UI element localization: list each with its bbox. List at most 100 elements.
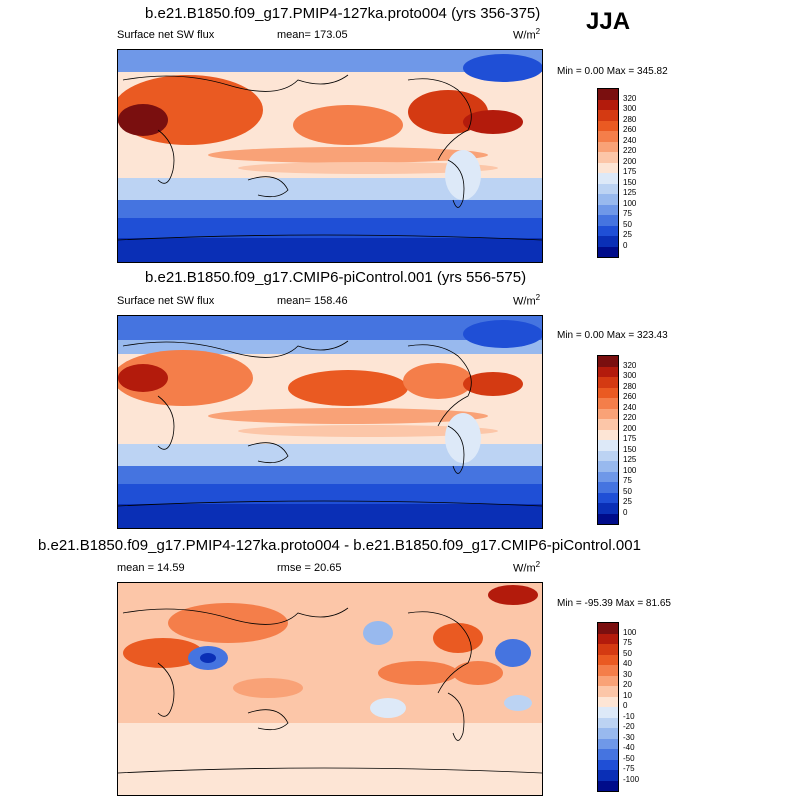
colorbar-swatch xyxy=(598,482,618,493)
colorbar-tick-label: -30 xyxy=(623,732,635,742)
north-america-positive xyxy=(433,623,483,653)
colorbar-swatch xyxy=(598,225,618,236)
colorbar-swatch xyxy=(598,623,618,634)
north-atlantic-negative xyxy=(495,639,531,667)
colorbar-swatch xyxy=(598,471,618,482)
colorbar-tick-label: 40 xyxy=(623,659,632,668)
colorbar-tick-label: 75 xyxy=(623,209,632,218)
colorbar-tick-label: 125 xyxy=(623,455,637,464)
southern-midlatitude-band xyxy=(118,178,542,200)
colorbar-tick-label: 0 xyxy=(623,240,628,250)
colorbar-swatch xyxy=(598,513,618,524)
coastline xyxy=(118,607,542,774)
colorbar-swatch xyxy=(598,759,618,770)
atlantic-positive xyxy=(453,661,503,685)
colorbar-tick-label: -40 xyxy=(623,743,635,752)
colorbar-tick-label: 25 xyxy=(623,497,632,506)
colorbar-tick-label: -100 xyxy=(623,774,640,784)
india-negative-core xyxy=(200,653,216,663)
colorbar-tick-label: 320 xyxy=(623,360,637,370)
colorbar-tick-label: 260 xyxy=(623,125,637,134)
colorbar-tick-label: 260 xyxy=(623,392,637,401)
colorbar-tick-label: 100 xyxy=(623,465,637,475)
colorbar-tick-label: 220 xyxy=(623,146,637,155)
colorbar-swatch xyxy=(598,654,618,665)
panel-2-colorbar xyxy=(597,355,619,525)
colorbar-swatch xyxy=(598,644,618,655)
south-america-region xyxy=(445,413,481,463)
colorbar-swatch xyxy=(598,696,618,707)
colorbar-tick-label: 300 xyxy=(623,371,637,380)
sahara-arabia-peak xyxy=(118,104,168,136)
colorbar-tick-label: 300 xyxy=(623,104,637,113)
colorbar-swatch xyxy=(598,408,618,419)
colorbar-swatch xyxy=(598,110,618,121)
sahara-arabia-peak xyxy=(118,364,168,392)
north-atlantic-peak xyxy=(463,110,523,134)
colorbar-swatch xyxy=(598,366,618,377)
panel-1-minmax: Min = 0.00 Max = 345.82 xyxy=(557,66,668,77)
colorbar-tick-label: 320 xyxy=(623,93,637,103)
south-pacific-negative xyxy=(370,698,406,718)
colorbar-swatch xyxy=(598,183,618,194)
colorbar-swatch xyxy=(598,738,618,749)
north-pacific-negative xyxy=(363,621,393,645)
south-america-region xyxy=(445,150,481,200)
arctic-low-region xyxy=(463,320,542,348)
colorbar-tick-label: 50 xyxy=(623,648,632,658)
colorbar-tick-label: 100 xyxy=(623,198,637,208)
colorbar-swatch xyxy=(598,707,618,718)
panel-2-variable-label: Surface net SW flux xyxy=(117,295,215,307)
colorbar-tick-label: 0 xyxy=(623,701,628,710)
northern-high-latitudes-band xyxy=(118,50,542,72)
equatorial-band xyxy=(208,147,488,163)
colorbar-tick-label: -75 xyxy=(623,764,635,773)
colorbar-tick-label: 25 xyxy=(623,230,632,239)
north-pacific-high xyxy=(288,370,408,406)
colorbar-tick-label: 280 xyxy=(623,114,637,124)
colorbar-swatch xyxy=(598,675,618,686)
tropical-atlantic-negative xyxy=(504,695,532,711)
colorbar-tick-label: 20 xyxy=(623,680,632,689)
north-pacific-high xyxy=(293,105,403,145)
colorbar-swatch xyxy=(598,419,618,430)
southern-ocean-band xyxy=(118,200,542,220)
colorbar-tick-label: 50 xyxy=(623,486,632,496)
colorbar-swatch xyxy=(598,503,618,514)
panel-3-rmse-label: rmse = 20.65 xyxy=(277,562,342,574)
antarctic-band xyxy=(118,238,542,262)
panel-3-unit-label: W/m2 xyxy=(513,560,541,575)
equatorial-band xyxy=(208,408,488,424)
southern-ocean-band-deep xyxy=(118,484,542,506)
panel-2-map xyxy=(117,315,543,529)
panel-1-variable-label: Surface net SW flux xyxy=(117,29,215,41)
colorbar-tick-label: 125 xyxy=(623,188,637,197)
colorbar-swatch xyxy=(598,461,618,472)
colorbar-swatch xyxy=(598,356,618,367)
panel-3-colorbar xyxy=(597,622,619,792)
coastline xyxy=(118,74,542,241)
season-label: JJA xyxy=(586,8,631,35)
colorbar-swatch xyxy=(598,686,618,697)
panel-2-mean-label: mean= 158.46 xyxy=(277,295,348,307)
panel-1-colorbar xyxy=(597,88,619,258)
colorbar-swatch xyxy=(598,780,618,791)
colorbar-tick-label: 0 xyxy=(623,507,628,517)
southern-band xyxy=(118,723,542,795)
colorbar-tick-label: 175 xyxy=(623,167,637,176)
colorbar-swatch xyxy=(598,141,618,152)
colorbar-swatch xyxy=(598,377,618,388)
colorbar-swatch xyxy=(598,398,618,409)
colorbar-tick-label: 220 xyxy=(623,413,637,422)
panel-3-title: b.e21.B1850.f09_g17.PMIP4-127ka.proto004… xyxy=(38,537,641,554)
colorbar-swatch xyxy=(598,492,618,503)
colorbar-tick-label: 100 xyxy=(623,627,637,637)
panel-3-map xyxy=(117,582,543,796)
southern-ocean-band xyxy=(118,466,542,486)
colorbar-swatch xyxy=(598,194,618,205)
subtropical-south-band xyxy=(238,425,498,437)
colorbar-swatch xyxy=(598,387,618,398)
colorbar-swatch xyxy=(598,246,618,257)
panel-1-map xyxy=(117,49,543,263)
southern-midlatitude-band xyxy=(118,444,542,466)
